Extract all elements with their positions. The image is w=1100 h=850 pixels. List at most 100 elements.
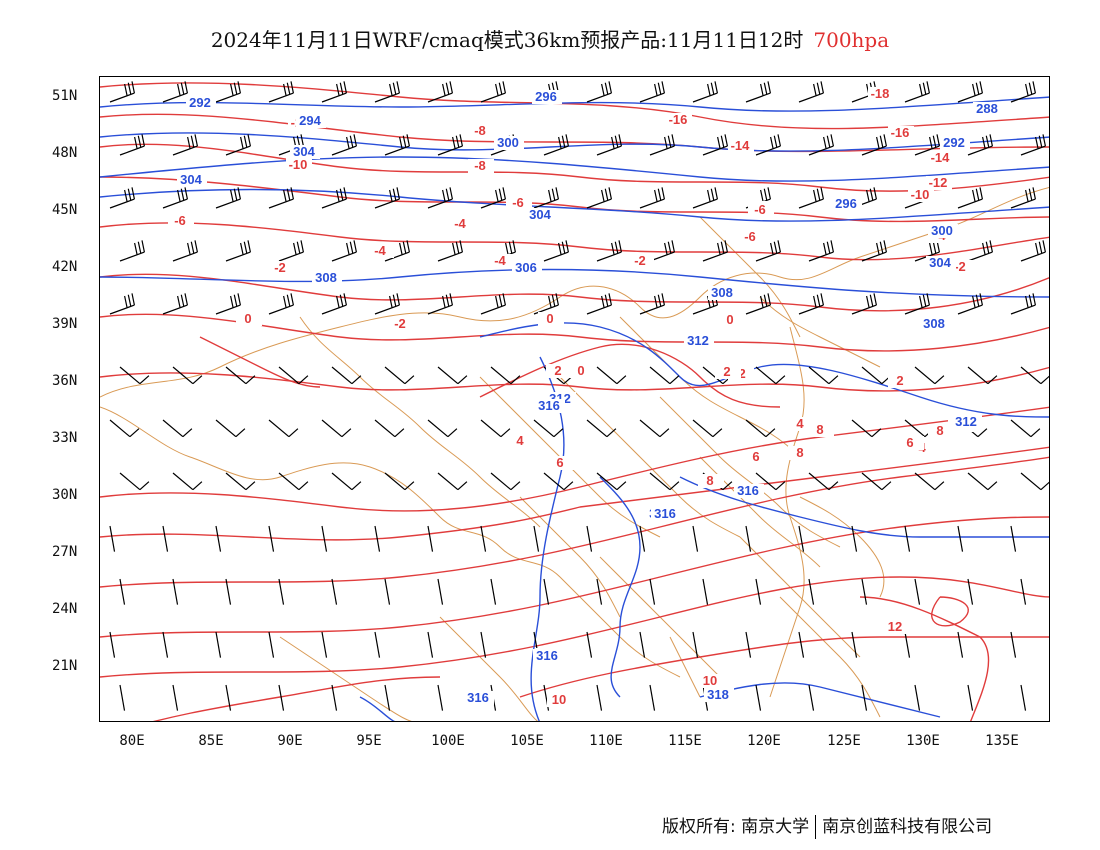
wind-barb [808,134,834,156]
temperature-label: -14 [931,150,951,165]
geopotential-label: 292 [189,95,211,110]
geopotential-label: 316 [538,398,560,413]
geopotential-label: 318 [707,687,729,702]
wind-barb [119,366,150,385]
wind-barb [321,419,352,438]
wind-barb [861,684,868,711]
wind-barb [586,187,612,209]
wind-barb [490,472,521,491]
lon-label: 115E [668,733,702,749]
temperature-label: -18 [871,86,890,101]
wind-barb [480,419,511,438]
wind-barb [225,240,251,262]
map-title: 2024年11月11日WRF/cmaq模式36km预报产品:11月11日12时 7… [0,24,1100,53]
temp-label-bg [508,434,534,448]
lon-label: 90E [277,733,303,749]
wind-barb [278,240,304,262]
geo-label-bg [177,173,207,187]
wind-barb [1010,631,1017,658]
wind-barb [268,631,275,658]
wind-barb [861,472,892,491]
wind-barb [1020,684,1027,711]
temp-label-bg [718,313,744,327]
wind-barb [374,525,381,552]
wind-barb [225,366,256,385]
temp-label-bg [569,364,595,378]
geopotential-label: 296 [535,89,557,104]
wind-barb [808,684,815,711]
geopotential-label: 306 [515,260,537,275]
wind-barb [321,81,347,103]
geopotential-label: 312 [955,414,977,429]
wind-barb [957,293,983,315]
temp-label-bg [883,620,909,634]
wind-barbs [109,81,1049,711]
wind-barb [331,578,338,605]
wind-barb [490,578,497,605]
lat-label: 33N [52,430,78,446]
temp-label-bg [628,254,654,268]
wind-barb [533,525,540,552]
wind-barb [162,525,169,552]
lat-label: 30N [52,487,78,503]
wind-barb [437,134,463,156]
wind-barb [162,187,188,209]
temperature-label: 2 [554,363,561,378]
lat-label: 27N [52,544,78,560]
wind-barb [119,240,145,262]
wind-barb [109,187,135,209]
geo-label-bg [290,145,320,159]
lon-label: 135E [985,733,1019,749]
temperature-label: 2 [723,364,730,379]
wind-barb [278,366,309,385]
wind-barb [109,419,140,438]
wind-barb [321,631,328,658]
temp-label-bg [698,474,724,488]
wind-barb [1010,187,1036,209]
wind-barb [215,525,222,552]
wind-barb [172,472,203,491]
wind-barb [374,293,400,315]
wind-barb [278,684,285,711]
wind-barb [1020,240,1046,262]
wind-barb [374,419,405,438]
temperature-label: 0 [244,311,251,326]
wind-barb [268,187,294,209]
wind-barb [543,578,550,605]
wind-barb [268,525,275,552]
copyright-right: 南京创蓝科技有限公司 [822,817,993,837]
temperature-label: -4 [494,253,506,268]
geopotential-label: 308 [315,270,337,285]
wind-barb [798,187,824,209]
geo-label-bg [526,208,556,222]
wind-barb [172,134,198,156]
wind-barb [692,81,718,103]
wind-barb [321,293,347,315]
wind-barb [215,631,222,658]
lon-label: 120E [747,733,781,749]
temperature-label: -16 [891,125,910,140]
wind-barb [225,134,251,156]
lon-label: 125E [827,733,861,749]
geo-label-bg [651,507,681,521]
wind-barb [437,240,463,262]
wind-barb [702,578,709,605]
wind-barb [586,81,612,103]
temp-label-bg [546,364,572,378]
wind-barb [215,187,241,209]
wind-barb [162,81,188,103]
lon-label: 110E [589,733,623,749]
geopotential-label: 296 [835,196,857,211]
wind-barb [957,631,964,658]
copyright-left: 版权所有: 南京大学 [662,817,810,837]
temperature-label: -16 [669,112,688,127]
wind-barb [745,419,776,438]
geo-label-bg [940,136,970,150]
wind-barb [914,134,940,156]
temperature-label: 2 [896,373,903,388]
wind-barb [851,631,858,658]
wind-barb [109,631,116,658]
temperature-label: -12 [929,175,948,190]
temp-label-bg [888,126,914,140]
wind-barb [808,366,839,385]
